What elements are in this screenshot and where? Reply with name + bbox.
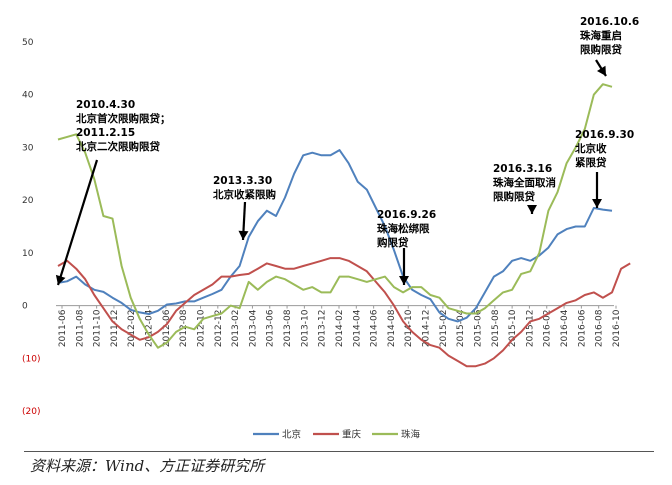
annotation-arrowhead — [55, 274, 66, 285]
source-divider — [24, 451, 654, 452]
annotation-text: 2010.4.30 — [76, 99, 135, 111]
annotation-arrowhead — [527, 205, 537, 214]
x-tick-label: 2012-10 — [197, 309, 207, 347]
legend-label: 北京 — [282, 429, 301, 441]
annotation-text: 珠海重启 — [580, 29, 622, 42]
x-tick-label: 2015-02 — [439, 310, 449, 348]
x-tick-label: 2014-06 — [370, 309, 380, 347]
annotation-arrow — [56, 159, 99, 286]
annotation-text: 珠海全面取消 — [493, 176, 556, 189]
x-tick-label: 2012-02 — [127, 310, 137, 348]
annotation-text: 2016.9.26 — [377, 209, 436, 221]
x-tick-label: 2016-02 — [543, 310, 553, 348]
x-tick-label: 2015-06 — [474, 309, 484, 347]
y-tick-label: 0 — [22, 302, 28, 312]
x-tick-label: 2015-12 — [525, 310, 535, 348]
annotation-text: 2016.3.16 — [493, 163, 552, 175]
annotation-text: 2016.10.6 — [580, 16, 639, 28]
series-line-2 — [57, 83, 613, 349]
x-axis-tick-labels: 2011-06 2011-08 2011-10 2011-12 2012-02 2012-… — [58, 305, 622, 348]
annotation-arrows — [55, 59, 607, 286]
x-tick-label: 2013-02 — [231, 310, 241, 348]
x-tick-label: 2012-04 — [145, 309, 155, 347]
annotation-text: 紧限贷 — [575, 156, 607, 169]
annotation-arrowhead — [399, 276, 409, 285]
x-tick-label: 2012-12 — [214, 310, 224, 348]
x-tick-label: 2014-12 — [422, 310, 432, 348]
legend-label: 珠海 — [401, 429, 421, 441]
x-tick-label: 2013-08 — [283, 309, 293, 347]
line-chart: 50 40 30 20 10 0 (10) (20) 2011-06 2011-08 2011-1… — [22, 16, 639, 441]
x-tick-label: 2016-08 — [595, 309, 605, 347]
annotation-text: 北京首次限购限贷； — [76, 112, 171, 125]
annotation-text: 2016.9.30 — [575, 129, 634, 141]
x-tick-label: 2014-08 — [387, 309, 397, 347]
series-line-1 — [57, 257, 631, 368]
y-tick-label: 30 — [22, 143, 34, 153]
annotation-text: 北京收紧限购 — [213, 188, 276, 201]
x-tick-label: 2014-02 — [335, 310, 345, 348]
y-tick-label: (10) — [22, 354, 40, 364]
x-tick-label: 2011-10 — [93, 309, 103, 347]
source-note: 资料来源：Wind、方正证券研究所 — [30, 457, 265, 475]
y-tick-label: (20) — [22, 407, 40, 417]
x-tick-label: 2016-06 — [577, 309, 587, 347]
x-tick-label: 2016-04 — [560, 309, 570, 347]
x-tick-label: 2013-04 — [248, 309, 258, 347]
annotation-text: 限购限贷 — [580, 43, 622, 56]
legend-label: 重庆 — [342, 429, 362, 441]
y-tick-label: 50 — [22, 38, 34, 48]
x-tick-label: 2014-04 — [352, 309, 362, 347]
x-tick-label: 2015-08 — [491, 309, 501, 347]
y-axis: 50 40 30 20 10 0 (10) (20) — [22, 38, 40, 417]
x-tick-label: 2013-06 — [266, 309, 276, 347]
y-tick-label: 20 — [22, 196, 34, 206]
annotation-text: 2011.2.15 — [76, 127, 135, 139]
annotation-arrowhead — [238, 230, 249, 240]
annotation-text: 珠海松绑限 — [377, 222, 430, 235]
annotation-text: 限购限贷 — [493, 190, 535, 203]
annotation-text: 购限贷 — [377, 236, 409, 249]
x-tick-label: 2011-06 — [58, 309, 68, 347]
legend: 北京 重庆 珠海 — [253, 429, 421, 441]
y-tick-label: 10 — [22, 249, 34, 259]
annotation-arrowhead — [592, 199, 602, 208]
x-tick-label: 2011-08 — [75, 309, 85, 347]
x-tick-label: 2013-10 — [300, 309, 310, 347]
x-tick-label: 2012-06 — [162, 309, 172, 347]
annotation-arrowhead — [596, 65, 606, 76]
x-tick-label: 2015-04 — [456, 309, 466, 347]
annotation-text: 北京收 — [575, 142, 607, 155]
x-tick-label: 2015-10 — [508, 309, 518, 347]
series-line-0 — [57, 149, 613, 323]
x-tick-label: 2011-12 — [110, 310, 120, 348]
annotation-text: 北京二次限购限贷 — [76, 140, 160, 153]
x-tick-label: 2013-12 — [318, 310, 328, 348]
y-tick-label: 40 — [22, 91, 34, 101]
series-lines — [57, 83, 631, 368]
x-tick-label: 2016-10 — [612, 309, 622, 347]
annotation-text: 2013.3.30 — [213, 175, 272, 187]
